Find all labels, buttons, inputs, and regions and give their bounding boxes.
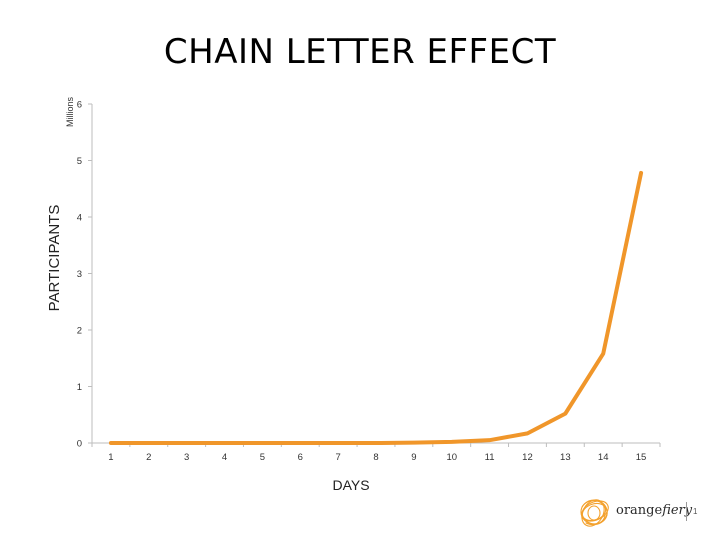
x-tick-label: 2 — [146, 452, 151, 463]
x-axis-title: DAYS — [332, 477, 369, 493]
chart-series — [108, 170, 644, 445]
x-tick-label: 1 — [108, 452, 113, 463]
slide-number: 1 — [693, 507, 698, 516]
y-tick-label: 6 — [77, 100, 82, 111]
brand-divider — [686, 502, 687, 521]
chart-axes — [91, 104, 660, 444]
x-tick-label: 11 — [485, 452, 495, 463]
y-tick-label: 0 — [77, 439, 82, 450]
x-tick-label: 4 — [222, 452, 227, 463]
y-tick-label: 1 — [77, 382, 82, 393]
y-unit-label: Millions — [65, 96, 75, 127]
brand-footer: orangefiery 1 — [576, 493, 716, 531]
x-tick-label: 13 — [560, 452, 571, 463]
x-tick-label: 5 — [260, 452, 265, 463]
x-tick-label: 6 — [298, 452, 303, 463]
y-tick-label: 2 — [77, 326, 82, 337]
x-tick-label: 10 — [446, 452, 457, 463]
x-tick-label: 14 — [598, 452, 609, 463]
x-tick-label: 9 — [411, 452, 416, 463]
x-tick-label: 3 — [184, 452, 189, 463]
y-tick-label: 4 — [77, 213, 82, 224]
y-tick-label: 3 — [77, 269, 82, 280]
x-tick-label: 8 — [373, 452, 378, 463]
slide-title: CHAIN LETTER EFFECT — [163, 32, 557, 72]
x-tick-label: 12 — [522, 452, 533, 463]
orangefiery-logo — [580, 499, 609, 527]
x-tick-label: 15 — [636, 452, 647, 463]
x-tick-label: 7 — [335, 452, 340, 463]
brand-name: orangefiery — [616, 503, 693, 518]
y-tick-label: 5 — [77, 156, 82, 167]
series-line — [108, 170, 644, 445]
y-axis-title: PARTICIPANTS — [46, 205, 63, 312]
